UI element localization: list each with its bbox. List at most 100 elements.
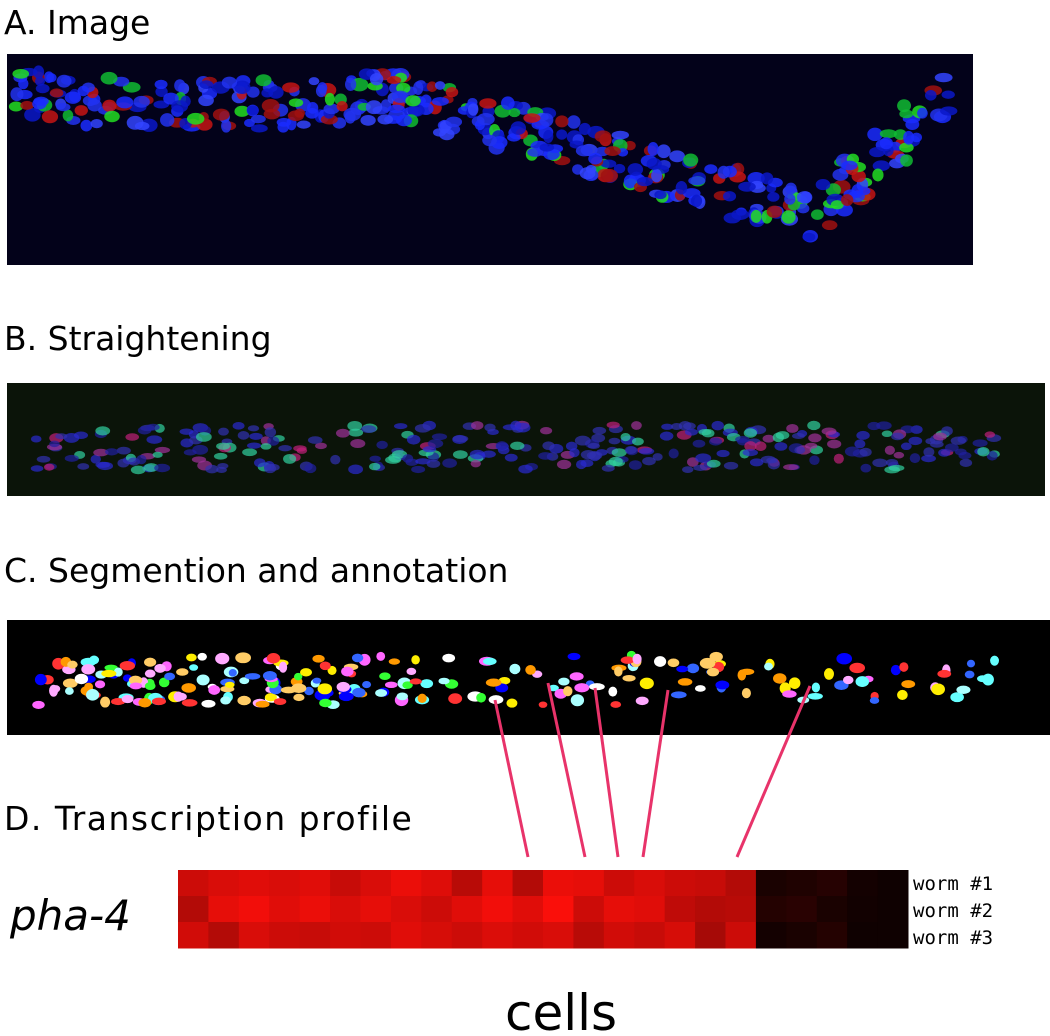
segment <box>836 652 853 665</box>
nucleus <box>393 423 408 430</box>
nucleus <box>958 451 972 460</box>
nucleus <box>766 205 783 218</box>
nucleus <box>469 449 485 460</box>
heatmap-cell <box>330 896 361 923</box>
nucleus <box>12 69 30 79</box>
heatmap-cell <box>512 870 544 897</box>
segment <box>506 698 518 708</box>
nucleus <box>307 436 323 444</box>
nucleus <box>348 464 364 475</box>
segment <box>201 699 216 708</box>
nucleus <box>749 458 764 467</box>
nucleus <box>624 140 636 151</box>
nucleus <box>924 90 937 101</box>
nucleus <box>972 439 988 447</box>
nucleus <box>481 450 496 458</box>
nucleus <box>507 133 521 142</box>
nucleus <box>30 435 42 443</box>
nucleus <box>636 176 653 187</box>
segment <box>620 656 635 664</box>
nucleus <box>600 168 619 183</box>
nucleus <box>348 428 364 437</box>
heatmap-cell <box>360 896 392 923</box>
nucleus <box>879 137 894 150</box>
nucleus <box>510 121 527 135</box>
segment <box>498 676 511 685</box>
nucleus <box>102 99 117 112</box>
nucleus <box>631 437 644 446</box>
panel-title: A. Image <box>4 3 150 42</box>
heatmap-cell <box>269 922 301 949</box>
nucleus <box>402 454 414 463</box>
nucleus <box>64 454 79 462</box>
heatmap-cell <box>269 870 301 897</box>
segment <box>420 679 434 689</box>
nucleus <box>921 454 936 463</box>
nucleus <box>406 434 421 445</box>
nucleus <box>199 80 214 90</box>
nucleus <box>237 431 250 440</box>
nucleus <box>431 96 449 106</box>
nucleus <box>900 154 913 167</box>
nucleus <box>575 145 593 157</box>
nucleus <box>821 220 838 231</box>
heatmap-cell <box>330 870 361 897</box>
nucleus <box>324 92 335 106</box>
segment <box>244 673 261 680</box>
segment <box>317 683 333 695</box>
nucleus <box>872 168 884 182</box>
nucleus <box>260 443 272 450</box>
nucleus <box>246 105 259 116</box>
nucleus <box>856 430 870 440</box>
worm-image <box>8 65 958 243</box>
nucleus <box>282 82 300 93</box>
nucleus <box>905 118 920 130</box>
heatmap-cell <box>877 922 909 949</box>
nucleus <box>628 460 642 470</box>
nucleus <box>484 423 496 432</box>
nucleus <box>212 108 230 121</box>
nucleus <box>62 109 74 122</box>
segment <box>966 659 976 668</box>
nucleus <box>750 209 762 223</box>
nucleus <box>917 107 928 119</box>
nucleus <box>179 428 194 435</box>
nucleus <box>171 100 189 113</box>
nucleus <box>413 81 424 96</box>
nucleus <box>601 464 615 472</box>
segment <box>319 661 331 671</box>
nucleus <box>909 453 921 464</box>
nucleus <box>24 107 41 122</box>
nucleus <box>36 455 51 463</box>
nucleus <box>508 107 521 118</box>
nucleus <box>611 448 627 457</box>
nucleus <box>783 464 799 471</box>
nucleus <box>369 462 381 471</box>
nucleus <box>654 190 667 200</box>
segment <box>144 657 157 667</box>
segment <box>699 657 716 669</box>
segment <box>101 669 117 678</box>
nucleus <box>796 203 810 214</box>
heatmap-cell <box>755 896 787 923</box>
nucleus <box>693 464 708 471</box>
nucleus <box>77 85 90 97</box>
nucleus <box>608 456 623 467</box>
segment <box>62 678 78 688</box>
nucleus <box>802 232 816 242</box>
segment <box>764 662 773 671</box>
nucleus <box>387 104 405 114</box>
nucleus <box>198 94 214 107</box>
nucleus <box>867 421 881 431</box>
nucleus <box>792 432 805 439</box>
segment <box>128 675 143 685</box>
heatmap-cell <box>664 922 696 949</box>
nucleus <box>154 446 171 454</box>
heatmap-cell <box>847 922 879 949</box>
nucleus <box>767 192 780 202</box>
segment <box>569 672 584 681</box>
nucleus <box>360 425 377 433</box>
nucleus <box>945 443 959 452</box>
nucleus <box>510 420 522 431</box>
